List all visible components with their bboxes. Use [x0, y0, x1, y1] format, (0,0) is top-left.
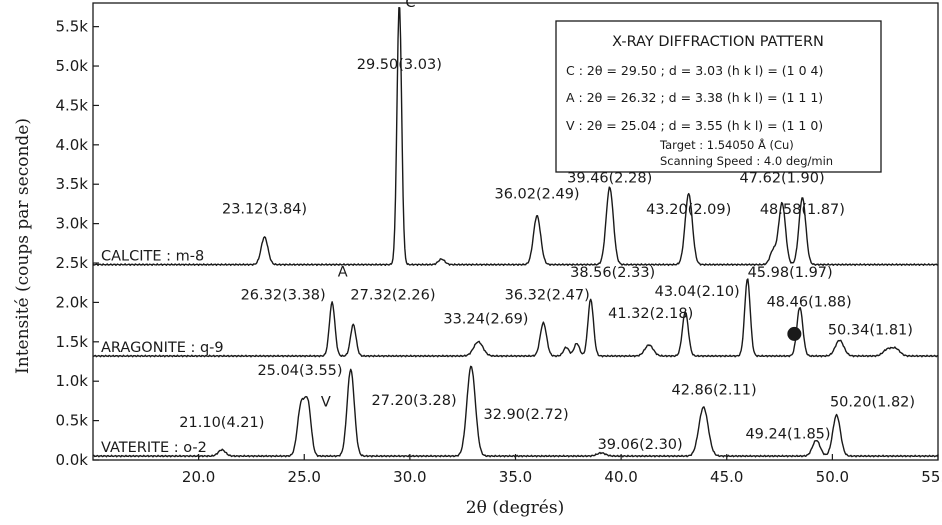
peak-label: 27.20(3.28) — [372, 393, 457, 409]
peak-label: 33.24(2.69) — [443, 312, 528, 328]
peak-label: 39.46(2.28) — [567, 171, 652, 187]
series-name-label: CALCITE : m-8 — [101, 249, 204, 265]
series-calcite: CALCITE : m-8 C — [92, 0, 939, 267]
info-box-line-aragonite: A : 2θ = 26.32 ; d = 3.38 (h k l) = (1 1… — [566, 90, 823, 105]
peak-label: 50.20(1.82) — [830, 394, 915, 410]
info-box-title: X-RAY DIFFRACTION PATTERN — [612, 34, 824, 50]
y-tick-label: 5.5k — [55, 18, 88, 36]
peak-label: 48.58(1.87) — [760, 202, 845, 218]
phase-marker-letter: C — [405, 0, 415, 11]
y-tick-label: 1.0k — [55, 372, 88, 390]
peak-label: 39.06(2.30) — [598, 437, 683, 453]
series-line — [92, 6, 939, 267]
y-tick-label: 0.0k — [55, 451, 88, 469]
series-name-label: VATERITE : o-2 — [101, 440, 207, 456]
peak-label: 50.34(1.81) — [828, 323, 913, 339]
y-tick-label: 0.5k — [55, 412, 88, 430]
info-box-frame — [555, 20, 882, 173]
x-tick-label: 40.0 — [604, 468, 637, 486]
peak-labels-layer: 23.12(3.84) 29.50(3.03) 36.02(2.49)39.46(2… — [179, 57, 915, 453]
peak-label: 38.56(2.33) — [570, 265, 655, 281]
peak-label: 42.86(2.11) — [672, 383, 757, 399]
x-tick-label: 35.0 — [499, 468, 532, 486]
phase-marker-letter: A — [338, 264, 348, 280]
y-tick-label: 3.0k — [55, 215, 88, 233]
series-line — [92, 278, 939, 358]
info-box-scanning-speed: Scanning Speed : 4.0 deg/min — [660, 154, 833, 168]
peak-label: 49.24(1.85) — [745, 427, 830, 443]
peak-label: 27.32(2.26) — [350, 287, 435, 303]
peak-label: 26.32(3.38) — [241, 287, 326, 303]
x-tick-label: 25.0 — [288, 468, 321, 486]
info-box: X-RAY DIFFRACTION PATTERN C : 2θ = 29.50… — [555, 20, 882, 173]
y-tick-label: 4.5k — [55, 96, 88, 114]
x-tick-label: 50.0 — [816, 468, 849, 486]
peak-label: 29.50(3.03) — [357, 57, 442, 73]
x-tick-label: 30.0 — [393, 468, 426, 486]
peak-label: 21.10(4.21) — [179, 415, 264, 431]
peak-label: 45.98(1.97) — [748, 265, 833, 281]
y-tick-label: 3.5k — [55, 175, 88, 193]
y-tick-label: 1.5k — [55, 333, 88, 351]
series-line — [92, 365, 939, 458]
peak-label: 47.62(1.90) — [740, 171, 825, 187]
peak-label: 23.12(3.84) — [222, 201, 307, 217]
y-tick-label: 5.0k — [55, 57, 88, 75]
peak-label: 41.32(2.18) — [608, 306, 693, 322]
series-vaterite: VATERITE : o-2 V — [92, 365, 939, 458]
series-aragonite: ARAGONITE : q-9 A — [92, 264, 939, 358]
y-axis-title: Intensité (coups par seconde) — [13, 118, 33, 374]
x-axis: 20.0 25.0 30.0 35.0 40.0 45.0 50.0 55.0 — [182, 454, 942, 486]
peak-label: 25.04(3.55) — [257, 363, 342, 379]
y-tick-label: 2.5k — [55, 254, 88, 272]
peak-label: 43.20(2.09) — [646, 202, 731, 218]
x-tick-label: 55.0 — [921, 468, 942, 486]
y-axis: 0.0k 0.5k 1.0k 1.5k 2.0k 2.5k 3.0k 3.5k 4.0k 4.5k… — [55, 18, 99, 469]
info-box-line-calcite: C : 2θ = 29.50 ; d = 3.03 (h k l) = (1 0… — [566, 63, 823, 78]
y-tick-label: 2.0k — [55, 293, 88, 311]
peak-label: 36.32(2.47) — [505, 287, 590, 303]
info-box-target: Target : 1.54050 Å (Cu) — [659, 137, 794, 152]
x-tick-label: 20.0 — [182, 468, 215, 486]
y-tick-label: 4.0k — [55, 136, 88, 154]
phase-marker-letter: V — [321, 394, 331, 410]
peak-label: 48.46(1.88) — [767, 294, 852, 310]
series-layer: CALCITE : m-8 C ARAGONITE : q-9 A VATERITE :… — [92, 0, 939, 458]
peak-label: 32.90(2.72) — [484, 407, 569, 423]
peak-label: 43.04(2.10) — [655, 284, 740, 300]
x-tick-label: 45.0 — [710, 468, 743, 486]
peak-label: 36.02(2.49) — [494, 186, 579, 202]
series-name-label: ARAGONITE : q-9 — [101, 340, 224, 356]
info-box-line-vaterite: V : 2θ = 25.04 ; d = 3.55 (h k l) = (1 1… — [566, 118, 823, 133]
ink-blot-marker — [787, 326, 802, 341]
x-axis-title: 2θ (degrés) — [466, 498, 564, 518]
